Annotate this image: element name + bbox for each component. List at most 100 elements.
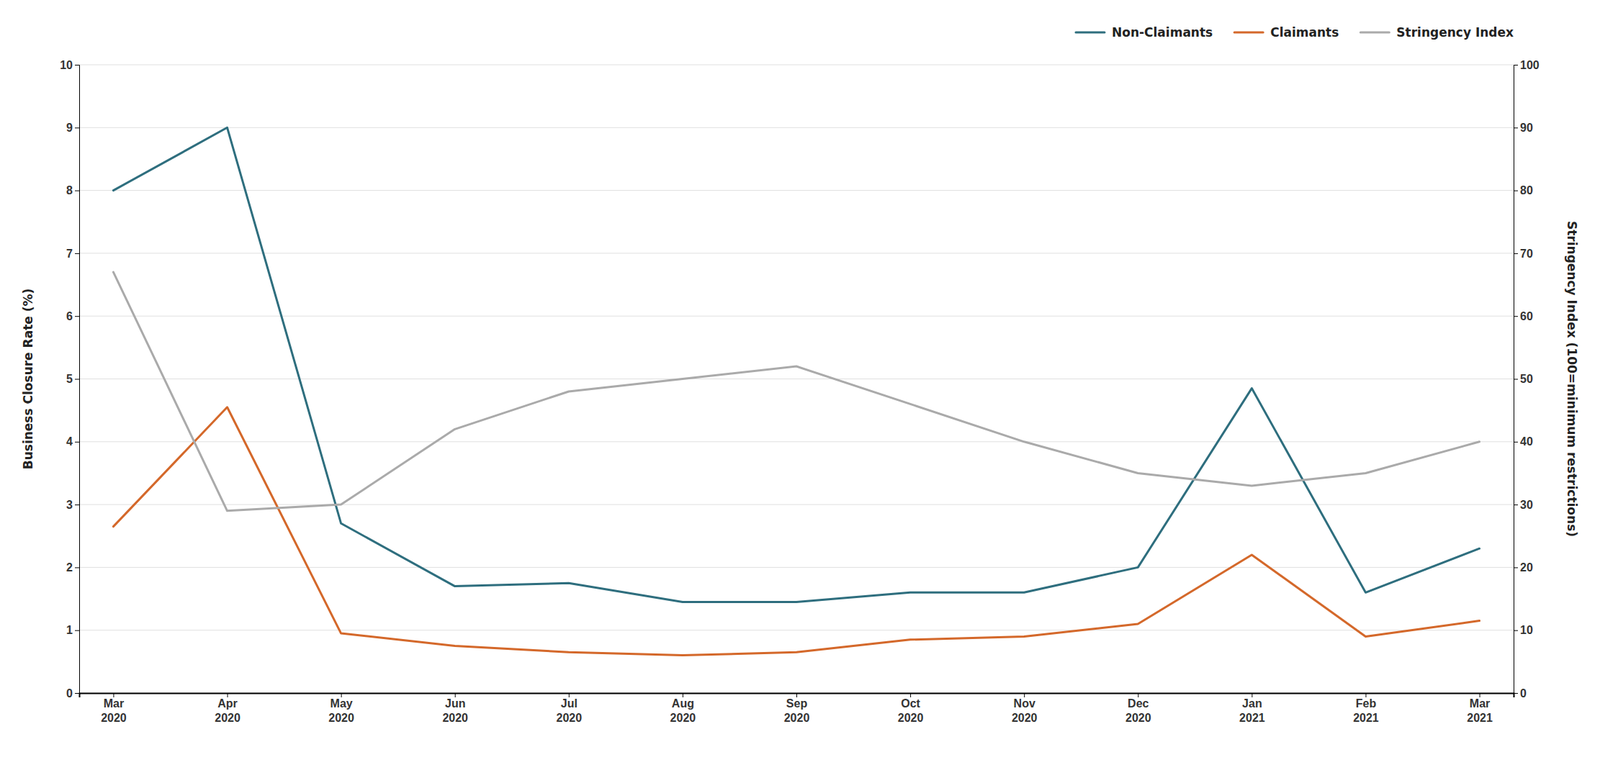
tick: 2	[66, 561, 80, 574]
tick-mark	[1513, 630, 1518, 632]
tick-mark	[1137, 693, 1139, 698]
y-axis-title: Business Closure Rate (%)	[20, 288, 36, 471]
tick-mark	[1513, 64, 1518, 66]
tick-mark	[910, 693, 911, 698]
tick-mark	[74, 379, 80, 381]
y2-axis-title: Stringency Index (100=minimum restrictio…	[1564, 221, 1580, 538]
tick: 20	[1513, 561, 1534, 574]
tick-mark	[74, 316, 80, 317]
tick: 1	[66, 624, 80, 637]
legend-item: Claimants	[1234, 25, 1339, 40]
tick-label: Aug2020	[670, 697, 697, 724]
tick-label: 80	[1520, 184, 1534, 197]
tick-label: Mar2021	[1466, 697, 1493, 724]
tick: Jun2020	[442, 693, 469, 725]
tick-mark	[1513, 379, 1518, 381]
tick: 4	[66, 435, 80, 448]
legend-swatch	[1075, 31, 1105, 34]
tick-label: 0	[66, 687, 73, 700]
grid-line	[79, 252, 1514, 254]
tick: 3	[66, 499, 80, 512]
tick-label: Feb2021	[1353, 697, 1379, 724]
tick-label: 70	[1520, 247, 1534, 260]
tick-mark	[74, 504, 80, 506]
tick-label: 1	[66, 624, 73, 637]
tick-label: 4	[66, 435, 73, 448]
tick-mark	[113, 693, 114, 698]
grid-line	[79, 378, 1514, 380]
tick-mark	[1513, 190, 1518, 192]
tick-label: 50	[1520, 372, 1534, 386]
tick-label: Mar2020	[100, 697, 127, 724]
tick: Mar2020	[100, 693, 127, 725]
tick-label: 40	[1520, 435, 1534, 448]
tick-mark	[74, 567, 80, 569]
tick-label: 5	[66, 372, 73, 386]
series-group	[113, 127, 1480, 656]
tick-label: Sep2020	[784, 697, 811, 724]
tick-mark	[74, 630, 80, 632]
tick-mark	[1513, 253, 1518, 255]
tick-mark	[341, 693, 343, 698]
tick-label: 8	[66, 184, 73, 197]
tick-label: 0	[1520, 687, 1527, 700]
chart: 0123456789100102030405060708090100Mar202…	[0, 0, 1600, 765]
tick-mark	[74, 190, 80, 192]
tick-label: 3	[66, 499, 73, 512]
tick-label: 9	[66, 121, 73, 134]
tick-mark	[1513, 316, 1518, 317]
tick: 10	[59, 59, 80, 72]
tick: 10	[1513, 624, 1534, 637]
tick-label: 60	[1520, 310, 1534, 323]
x-axis: Mar2020 Apr2020 May2020 Jun2020 Jul2020 Aug20…	[79, 693, 1515, 725]
tick-mark	[74, 127, 80, 129]
tick: 7	[66, 247, 80, 260]
legend-label: Stringency Index	[1396, 25, 1514, 40]
tick-mark	[796, 693, 798, 698]
tick-label: Jun2020	[442, 697, 469, 724]
tick: 80	[1513, 184, 1534, 197]
tick: 30	[1513, 499, 1534, 512]
tick-label: Dec2020	[1125, 697, 1152, 724]
tick-label: Jul2020	[556, 697, 583, 724]
tick-mark	[455, 693, 456, 698]
tick-label: May2020	[328, 697, 355, 724]
series-line	[113, 272, 1480, 512]
tick-label: Apr2020	[214, 697, 241, 724]
tick: 8	[66, 184, 80, 197]
legend-item: Non-Claimants	[1075, 25, 1213, 40]
legend-swatch	[1234, 31, 1264, 34]
tick-label: Nov2020	[1011, 697, 1038, 724]
tick-label: Oct2020	[897, 697, 924, 724]
tick-mark	[1479, 693, 1481, 698]
tick-label: 20	[1520, 561, 1534, 574]
legend-label: Non-Claimants	[1111, 25, 1213, 40]
tick: 100	[1513, 59, 1540, 72]
tick: 50	[1513, 372, 1534, 386]
legend-label: Claimants	[1270, 25, 1339, 40]
tick: 6	[66, 310, 80, 323]
series-line	[113, 127, 1480, 602]
tick: Oct2020	[897, 693, 924, 725]
tick: 40	[1513, 435, 1534, 448]
grid-line	[79, 190, 1514, 191]
tick-label: 2	[66, 561, 73, 574]
tick: 90	[1513, 121, 1534, 134]
tick-label: 7	[66, 247, 73, 260]
tick-mark	[1513, 567, 1518, 569]
plot: 0123456789100102030405060708090100Mar202…	[59, 59, 1540, 725]
tick-label: 30	[1520, 499, 1534, 512]
tick: May2020	[328, 693, 355, 725]
grid-line	[79, 441, 1514, 443]
tick: Jan2021	[1239, 693, 1266, 725]
y2-axis: 0 10 20 30 40 50 60 70 80 90 100	[1513, 59, 1540, 700]
tick: Feb2021	[1353, 693, 1379, 725]
tick: 9	[66, 121, 80, 134]
tick-mark	[74, 693, 80, 695]
series-line	[113, 407, 1480, 656]
tick-mark	[1513, 127, 1518, 129]
tick-mark	[74, 64, 80, 66]
legend-swatch	[1360, 31, 1390, 34]
tick: 0	[66, 687, 80, 700]
tick-label: 100	[1520, 59, 1540, 72]
